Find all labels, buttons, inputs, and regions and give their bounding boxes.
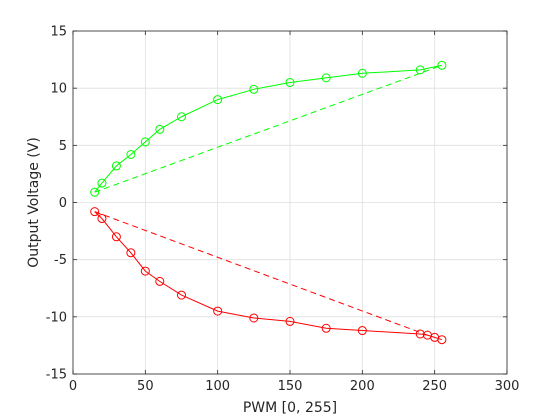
- x-tick-label: 200: [350, 379, 375, 394]
- data-point: [126, 149, 136, 159]
- y-tick-label: -15: [46, 368, 67, 383]
- data-point: [437, 60, 447, 70]
- data-point: [321, 73, 331, 83]
- data-point: [357, 68, 367, 78]
- data-point: [90, 187, 100, 197]
- x-axis-label: PWM [0, 255]: [243, 400, 337, 416]
- data-point: [213, 306, 223, 316]
- ticks: 0 50 100 150 200 250 300 -15 -10 -5 0 5 10 15: [46, 25, 520, 395]
- data-point: [155, 124, 165, 134]
- data-point: [111, 232, 121, 242]
- series-dashed-line: [94, 64, 443, 193]
- series-group: [90, 60, 447, 345]
- y-tick-label: 5: [59, 139, 67, 154]
- y-tick-label: -10: [46, 310, 67, 325]
- data-point: [321, 323, 331, 333]
- data-point: [357, 326, 367, 336]
- data-point: [155, 276, 165, 286]
- series-dashed-line: [94, 211, 428, 336]
- data-point: [437, 335, 447, 345]
- y-tick-label: 10: [50, 82, 67, 97]
- data-point: [126, 248, 136, 258]
- x-tick-label: 150: [278, 379, 303, 394]
- data-point: [111, 161, 121, 171]
- data-point: [177, 112, 186, 122]
- data-point: [140, 137, 150, 147]
- x-tick-label: 250: [422, 379, 447, 394]
- data-point: [177, 290, 186, 300]
- data-point: [249, 313, 259, 323]
- data-point: [249, 84, 259, 94]
- x-tick-label: 0: [69, 379, 77, 394]
- y-tick-label: 0: [59, 196, 67, 211]
- data-point: [97, 178, 107, 188]
- data-point: [90, 207, 100, 217]
- data-point: [213, 95, 223, 105]
- y-tick-label: -5: [54, 253, 67, 268]
- data-point: [285, 77, 295, 87]
- x-tick-label: 50: [137, 379, 154, 394]
- data-point: [140, 266, 150, 276]
- x-tick-label: 300: [495, 379, 520, 394]
- y-tick-label: 15: [50, 25, 67, 40]
- data-point: [415, 65, 425, 75]
- data-point: [285, 316, 295, 326]
- y-axis-label: Output Voltage (V): [26, 137, 42, 268]
- data-point: [97, 214, 107, 224]
- x-tick-label: 100: [205, 379, 230, 394]
- series-line: [94, 64, 443, 193]
